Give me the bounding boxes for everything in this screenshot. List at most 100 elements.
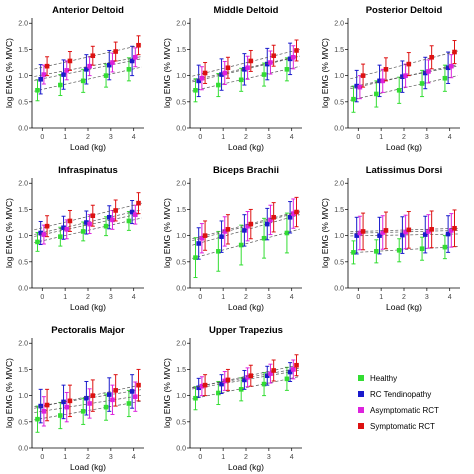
data-point xyxy=(242,228,247,233)
data-point xyxy=(268,60,273,65)
data-point xyxy=(261,381,267,387)
trend-line xyxy=(192,367,300,388)
data-point xyxy=(396,87,402,93)
data-point xyxy=(110,397,115,403)
x-tick-label: 3 xyxy=(425,134,429,141)
data-point xyxy=(287,214,293,220)
y-tick-label: 2.0 xyxy=(18,341,28,348)
y-tick-label: 2.0 xyxy=(334,181,344,188)
y-tick-label: 1.0 xyxy=(18,73,28,80)
x-tick-label: 1 xyxy=(379,134,383,141)
x-tick-label: 1 xyxy=(63,454,67,461)
data-point xyxy=(64,227,70,232)
trend-line xyxy=(192,369,300,390)
data-point xyxy=(136,42,141,48)
legend-swatch xyxy=(358,391,364,397)
y-tick-label: 1.5 xyxy=(176,207,186,214)
data-point xyxy=(422,232,428,237)
data-point xyxy=(264,61,270,67)
trend-line xyxy=(350,227,458,233)
series-healthy xyxy=(350,64,458,113)
data-point xyxy=(202,382,208,388)
series-asymptomatic-rct xyxy=(34,381,142,427)
data-point xyxy=(271,368,276,373)
y-tick-label: 2.0 xyxy=(176,21,186,28)
data-point xyxy=(110,60,115,65)
data-point xyxy=(103,223,109,229)
trend-line xyxy=(34,58,142,81)
data-point xyxy=(219,234,224,239)
data-point xyxy=(58,82,63,88)
data-point xyxy=(287,369,293,375)
y-axis-label: log EMG (% MVC) xyxy=(4,38,14,108)
y-tick-label: 0.0 xyxy=(176,126,186,133)
y-tick-label: 0.5 xyxy=(334,259,344,266)
data-point xyxy=(357,230,363,236)
data-point xyxy=(126,401,132,406)
y-tick-label: 2.0 xyxy=(176,181,186,188)
data-point xyxy=(199,235,205,241)
trend-line xyxy=(350,75,458,101)
data-point xyxy=(113,208,118,213)
data-point xyxy=(400,74,405,79)
data-point xyxy=(380,230,386,235)
x-axis-label: Load (kg) xyxy=(386,142,422,152)
data-point xyxy=(248,58,254,64)
y-tick-label: 0.0 xyxy=(18,446,28,453)
y-axis-label: log EMG (% MVC) xyxy=(4,358,14,428)
x-tick-label: 0 xyxy=(40,134,44,141)
x-tick-label: 2 xyxy=(244,294,248,301)
data-point xyxy=(196,78,201,84)
y-tick-label: 1.0 xyxy=(176,73,186,80)
trend-line xyxy=(34,44,142,70)
y-axis-label: log EMG (% MVC) xyxy=(320,198,330,268)
data-point xyxy=(429,227,434,232)
panel-title: Upper Trapezius xyxy=(209,325,283,336)
y-tick-label: 1.5 xyxy=(18,207,28,214)
data-point xyxy=(87,63,92,69)
y-tick-label: 2.0 xyxy=(176,341,186,348)
series-symptomatic-rct xyxy=(192,354,300,397)
y-tick-label: 2.0 xyxy=(334,21,344,28)
data-point xyxy=(222,378,228,384)
data-point xyxy=(80,409,86,414)
data-point xyxy=(291,211,296,216)
data-point xyxy=(248,373,254,379)
data-point xyxy=(219,381,224,387)
x-tick-label: 2 xyxy=(86,454,90,461)
data-point xyxy=(245,65,250,71)
series-symptomatic-rct xyxy=(192,39,300,84)
data-point xyxy=(374,249,379,254)
series-symptomatic-rct xyxy=(192,196,300,251)
data-point xyxy=(61,399,66,405)
y-tick-label: 1.0 xyxy=(18,233,28,240)
x-tick-label: 3 xyxy=(267,294,271,301)
data-point xyxy=(449,63,454,69)
data-point xyxy=(133,54,138,60)
data-point xyxy=(429,54,434,60)
panel-upper-trapezius: Upper Trapezius 0.0 0.5 1.0 1.5 2.0 0 1 2 3 4 Load … xyxy=(162,325,302,472)
y-axis-label: log EMG (% MVC) xyxy=(4,198,14,268)
data-point xyxy=(284,67,290,72)
panel-anterior-deltoid: Anterior Deltoid 0.0 0.5 1.0 1.5 2.0 0 1 2 3 4 Load… xyxy=(4,5,144,152)
legend: Healthy RC Tendinopathy Asymptomatic RCT Sy… xyxy=(358,374,439,431)
x-tick-label: 0 xyxy=(356,134,360,141)
panel-title: Latissimus Dorsi xyxy=(366,165,443,176)
data-point xyxy=(261,72,267,77)
series-asymptomatic-rct xyxy=(192,359,300,397)
series-asymptomatic-rct xyxy=(350,213,458,251)
trend-line xyxy=(192,210,300,240)
data-point xyxy=(354,83,359,89)
series-asymptomatic-rct xyxy=(192,45,300,91)
data-point xyxy=(67,58,73,64)
data-point xyxy=(396,247,402,253)
data-point xyxy=(129,389,135,394)
x-tick-label: 3 xyxy=(109,134,113,141)
data-point xyxy=(113,49,118,54)
x-tick-label: 0 xyxy=(356,294,360,301)
panel-title: Middle Deltoid xyxy=(214,5,279,16)
data-point xyxy=(294,209,299,215)
x-tick-label: 3 xyxy=(109,454,113,461)
data-point xyxy=(58,234,63,239)
series-symptomatic-rct xyxy=(350,40,458,88)
